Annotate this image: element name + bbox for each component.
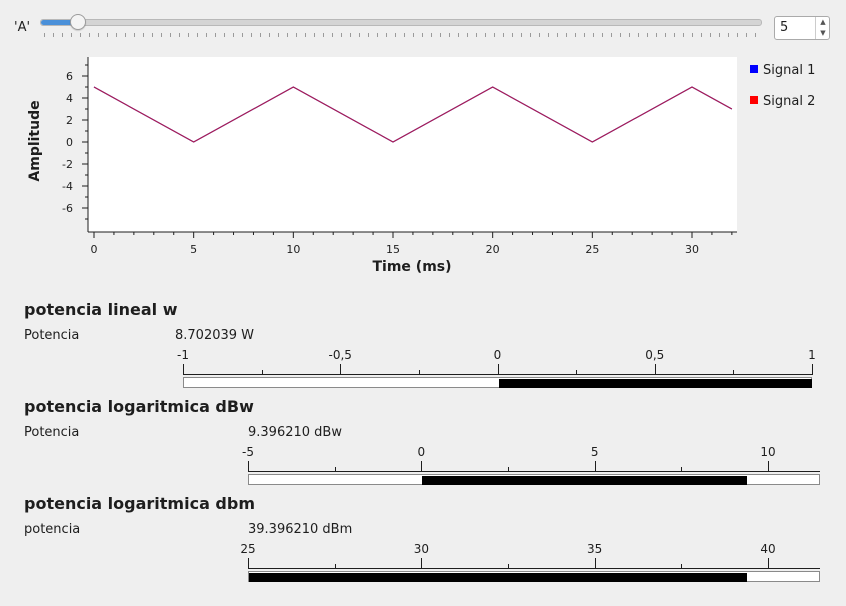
gauge-tick [421,558,423,569]
gauge-tick [768,558,769,569]
gauge-scale-label: -0,5 [328,348,352,362]
gauge-scale-label: 40 [760,542,776,556]
gauge-scale-label: 30 [413,542,429,556]
gauge-scale-label: -5 [242,445,254,459]
gauge-label: potencia [24,522,81,537]
x-tick-label: 0 [91,243,98,256]
y-tick-label: 2 [66,114,73,127]
gauge-label: Potencia [24,328,80,343]
value-spinbox[interactable]: 5 ▲ ▼ [774,16,830,40]
gauge-tick [681,467,683,472]
gauge-tick [497,364,499,375]
y-tick-label: -6 [62,202,73,215]
y-tick-label: -4 [62,180,73,193]
gauge-baseline [248,471,820,472]
gauge-scale-label: 25 [240,542,256,556]
gauge-value: 39.396210 dBm [248,522,353,537]
y-tick-label: 0 [66,136,73,149]
gauge-tick [812,364,813,375]
y-axis-ticks: 6 4 2 0 -2 -4 -6 [62,64,88,220]
gauge-fill [422,476,748,485]
gauge-value: 9.396210 dBw [248,425,342,440]
x-tick-label: 10 [286,243,300,256]
gauge-scale-label: 0 [417,445,426,459]
gauge-scale-label: 0,5 [645,348,665,362]
legend-swatch-signal-2 [750,96,758,104]
slider-groove[interactable] [40,19,762,26]
y-tick-label: 4 [66,92,73,105]
gauge-scale-label: 0 [493,348,502,362]
gauge-tick [508,564,509,569]
gauge-tick [508,467,509,472]
gauge-tick [340,364,342,375]
x-tick-label: 20 [486,243,500,256]
spin-up-icon[interactable]: ▲ [820,18,826,26]
gauge-baseline [248,568,820,569]
x-tick-label: 5 [190,243,197,256]
slider-ticks [44,33,760,37]
gauge-tick [334,564,336,569]
gauge-bar [248,571,820,582]
gauge-bar [183,377,812,388]
y-tick-label: 6 [66,70,73,83]
gauge-scale-label: 5 [590,445,599,459]
gauge-value: 8.702039 W [175,328,255,343]
gauge-baseline [183,374,812,375]
gauge-tick [261,370,263,375]
gauge-scale-label: 35 [587,542,603,556]
gauge-scale-label: -1 [177,348,189,362]
gauge-scale-label: 1 [808,348,816,362]
legend-label-signal-2[interactable]: Signal 2 [763,94,815,109]
gauge-fill [249,573,748,582]
slider-handle[interactable] [70,14,86,30]
legend-label-signal-1[interactable]: Signal 1 [763,63,815,78]
gauge-tick [681,564,683,569]
spin-down-icon[interactable]: ▼ [820,29,826,37]
gauge-title: potencia logaritmica dBw [24,397,254,416]
spinbox-value[interactable]: 5 [780,20,789,35]
gauge-fill [498,379,812,388]
gauge-label: Potencia [24,425,80,440]
gauge-tick [248,558,249,569]
gauge-tick [594,558,596,569]
slider-label: 'A' [14,20,31,35]
gauge-tick [594,461,596,472]
gauge-tick [248,461,249,472]
x-axis-title: Time (ms) [372,259,451,275]
plot-canvas[interactable] [88,57,737,232]
gauge-tick [418,370,420,375]
gauge-tick [576,370,578,375]
gauge-tick [183,364,184,375]
x-tick-label: 30 [685,243,699,256]
gauge-title: potencia lineal w [24,300,178,319]
x-tick-label: 25 [585,243,599,256]
x-tick-label: 15 [386,243,400,256]
slider-fill [41,20,77,25]
legend: Signal 1 Signal 2 [750,63,815,109]
gauge-scale-label: 10 [760,445,776,459]
y-axis-title: Amplitude [27,100,43,181]
y-tick-label: -2 [62,158,73,171]
spinbox-buttons: ▲ ▼ [815,17,830,39]
gauge-tick [421,461,423,472]
x-axis-ticks: 0 5 10 15 20 25 30 [91,232,733,256]
plot-traces [93,86,733,143]
gauge-tick [733,370,735,375]
gauge-tick [654,364,656,375]
series-line-2 [93,86,733,143]
legend-swatch-signal-1 [750,65,758,73]
gauge-tick [334,467,336,472]
gauge-title: potencia logaritmica dbm [24,494,256,513]
gauge-bar [248,474,820,485]
gauge-tick [768,461,769,472]
